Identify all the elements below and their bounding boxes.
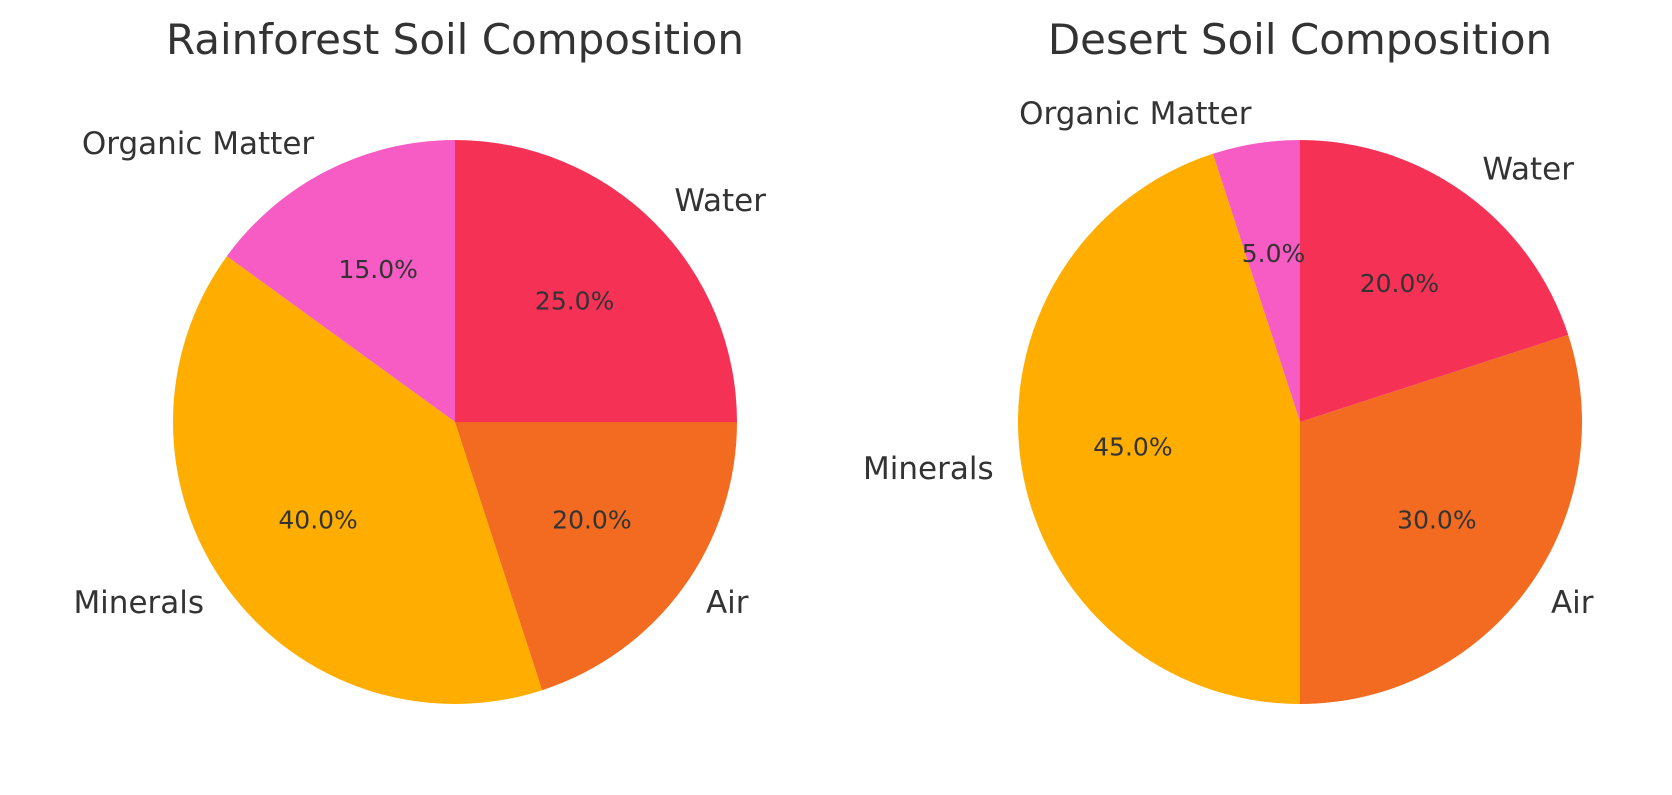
desert-labels: Organic Matter 5.0% Minerals 45.0% Air 30.0% W… — [863, 96, 1594, 621]
desert-pct-air: 30.0% — [1397, 505, 1476, 534]
rainforest-label-minerals: Minerals — [73, 585, 204, 621]
rainforest-slice-air — [455, 422, 737, 691]
desert-pct-minerals: 45.0% — [1093, 432, 1172, 461]
desert-slice-organic-matter — [1212, 140, 1300, 422]
desert-pct-water: 20.0% — [1360, 269, 1439, 298]
rainforest-pie-chart: Rainforest Soil Composition Organic Matt… — [73, 15, 766, 705]
rainforest-label-air: Air — [706, 585, 749, 621]
desert-slice-minerals — [1017, 153, 1300, 705]
rainforest-pct-organic-matter: 15.0% — [338, 255, 417, 284]
rainforest-label-organic-matter: Organic Matter — [82, 126, 315, 162]
rainforest-label-water: Water — [674, 183, 766, 219]
rainforest-pct-minerals: 40.0% — [278, 505, 357, 534]
desert-pct-organic-matter: 5.0% — [1242, 239, 1306, 268]
rainforest-labels: Organic Matter 15.0% Minerals 40.0% Air 20.0%… — [73, 126, 766, 621]
desert-pie-chart: Desert Soil Composition Organic Matter 5.… — [863, 15, 1594, 705]
desert-label-water: Water — [1482, 152, 1574, 188]
desert-label-minerals: Minerals — [863, 451, 994, 487]
rainforest-slice-minerals — [172, 256, 543, 705]
rainforest-pct-water: 25.0% — [535, 286, 614, 315]
desert-label-organic-matter: Organic Matter — [1019, 96, 1252, 132]
rainforest-slices — [172, 140, 737, 705]
desert-slices — [1017, 140, 1583, 705]
rainforest-chart-title: Rainforest Soil Composition — [166, 15, 744, 64]
desert-label-air: Air — [1551, 585, 1594, 621]
rainforest-slice-water — [455, 140, 737, 422]
desert-chart-title: Desert Soil Composition — [1048, 15, 1552, 64]
rainforest-slice-organic-matter — [226, 140, 455, 422]
rainforest-pct-air: 20.0% — [552, 505, 631, 534]
desert-slice-water — [1300, 140, 1569, 422]
desert-slice-air — [1300, 334, 1583, 705]
